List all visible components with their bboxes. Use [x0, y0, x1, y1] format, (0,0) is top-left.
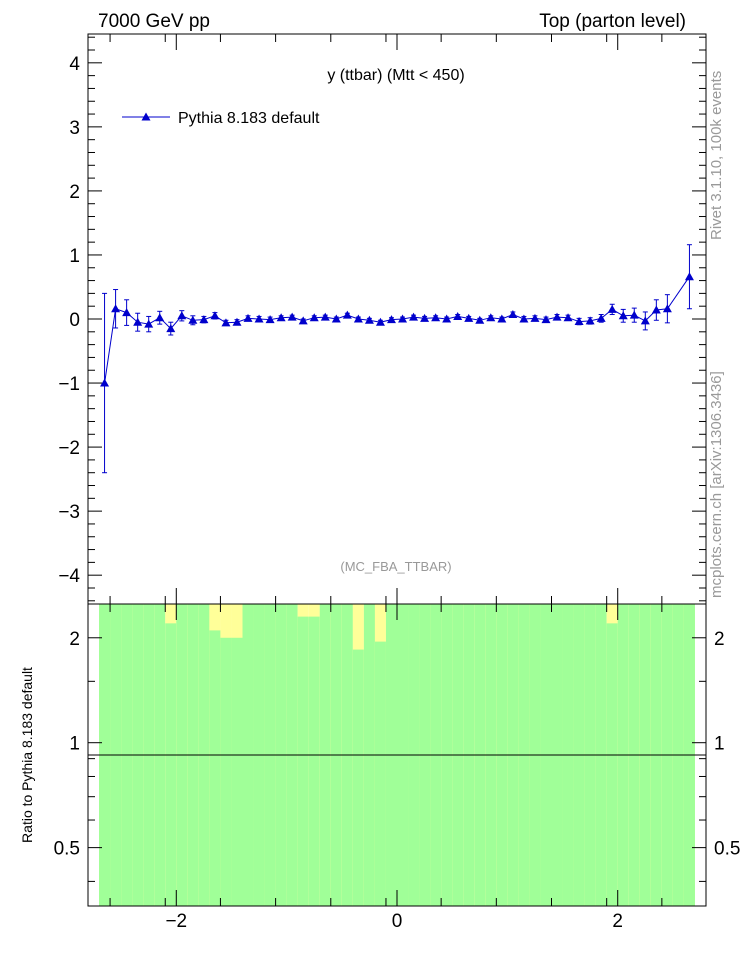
ratio-y-tick-label-right: 2	[714, 629, 725, 650]
data-point-triangle	[232, 317, 242, 326]
data-point-triangle	[386, 315, 396, 324]
data-point-triangle	[563, 313, 573, 322]
ratio-band-inner	[297, 616, 309, 906]
ratio-y-tick-label: 2	[69, 629, 80, 650]
data-point-triangle	[276, 313, 286, 322]
data-point-triangle	[596, 313, 606, 322]
legend-marker-triangle	[141, 112, 151, 121]
data-point-triangle	[265, 315, 275, 324]
analysis-label: (MC_FBA_TTBAR)	[340, 559, 451, 574]
data-point-triangle	[210, 311, 220, 320]
data-point-triangle	[375, 317, 385, 326]
main-plot-title: y (ttbar) (Mtt < 450)	[327, 67, 464, 84]
data-point-triangle	[497, 314, 507, 323]
ratio-band-inner	[165, 623, 177, 906]
data-point-triangle	[188, 315, 198, 324]
data-point-triangle	[298, 316, 308, 325]
main-y-tick-label: −4	[58, 566, 80, 587]
main-y-tick-label: 0	[69, 310, 80, 331]
data-point-triangle	[552, 312, 562, 321]
data-point-triangle	[100, 378, 110, 387]
ratio-band-inner	[374, 641, 386, 906]
data-point-triangle	[618, 311, 628, 320]
main-y-tick-label: −1	[58, 374, 80, 395]
data-point-triangle	[144, 319, 154, 328]
data-point-triangle	[431, 313, 441, 322]
data-point-triangle	[442, 314, 452, 323]
data-point-triangle	[453, 311, 463, 320]
ratio-band-inner	[352, 649, 364, 906]
source-side-label: mcplots.cern.ch [arXiv:1306.3436]	[708, 371, 725, 598]
data-point-triangle	[420, 313, 430, 322]
ratio-y-tick-label: 0.5	[54, 839, 80, 860]
data-point-triangle	[541, 315, 551, 324]
data-point-triangle	[309, 313, 319, 322]
data-point-triangle	[155, 313, 165, 322]
ratio-y-tick-label-right: 1	[714, 734, 725, 755]
legend: Pythia 8.183 default	[122, 110, 320, 127]
data-point-triangle	[651, 305, 661, 314]
data-point-triangle	[640, 316, 650, 325]
main-y-tick-label: 4	[69, 54, 80, 75]
x-tick-label: 0	[392, 911, 403, 932]
data-point-triangle	[409, 312, 419, 321]
data-point-triangle	[133, 317, 143, 326]
data-point-triangle	[629, 310, 639, 319]
data-point-triangle	[111, 304, 121, 313]
ratio-band-inner	[209, 630, 221, 906]
main-plot-panel: y (ttbar) (Mtt < 450) (MC_FBA_TTBAR) −4 −…	[58, 33, 707, 605]
ratio-band-inner	[606, 623, 618, 906]
data-point-triangle	[199, 315, 209, 324]
data-point-triangle	[342, 310, 352, 319]
data-point-triangle	[243, 313, 253, 322]
series-line	[104, 276, 690, 384]
main-y-tick-label: −2	[58, 438, 80, 459]
header-right-label: Top (parton level)	[539, 11, 686, 32]
data-point-triangle	[122, 308, 132, 317]
data-point-triangle	[530, 313, 540, 322]
data-point-triangle	[221, 318, 231, 327]
ratio-plot-panel: 0.5 0.5 1 1 2 2 −2 0 2 Ratio to Pythia 8.183 def…	[19, 603, 740, 932]
ratio-band-inner	[308, 616, 320, 906]
data-point-triangle	[364, 315, 374, 324]
ratio-y-tick-label-right: 0.5	[714, 839, 740, 860]
header-left-label: 7000 GeV pp	[98, 11, 210, 32]
data-point-triangle	[475, 315, 485, 324]
data-point-triangle	[331, 314, 341, 323]
data-point-triangle	[166, 324, 176, 333]
main-y-tick-label: 1	[69, 246, 80, 267]
data-point-triangle	[684, 272, 694, 281]
data-point-triangle	[464, 313, 474, 322]
ratio-band-inner	[220, 637, 232, 906]
legend-series-label: Pythia 8.183 default	[178, 110, 320, 127]
main-y-tick-label: 3	[69, 118, 80, 139]
ratio-band-inner	[231, 637, 243, 906]
data-point-triangle	[177, 311, 187, 320]
data-point-triangle	[607, 304, 617, 313]
data-point-triangle	[508, 310, 518, 319]
rivet-side-label: Rivet 3.1.10, 100k events	[708, 71, 725, 240]
data-point-triangle	[662, 304, 672, 313]
data-point-triangle	[574, 317, 584, 326]
main-y-tick-label: −3	[58, 502, 80, 523]
data-point-triangle	[353, 314, 363, 323]
data-point-triangle	[519, 314, 529, 323]
x-tick-label: −2	[165, 911, 187, 932]
ratio-y-tick-label: 1	[69, 734, 80, 755]
data-point-triangle	[398, 314, 408, 323]
data-point-triangle	[254, 314, 264, 323]
main-y-tick-label: 2	[69, 182, 80, 203]
data-point-triangle	[486, 313, 496, 322]
ratio-y-axis-label: Ratio to Pythia 8.183 default	[19, 667, 35, 843]
data-point-triangle	[585, 316, 595, 325]
x-tick-label: 2	[612, 911, 623, 932]
data-point-triangle	[287, 312, 297, 321]
data-point-triangle	[320, 312, 330, 321]
